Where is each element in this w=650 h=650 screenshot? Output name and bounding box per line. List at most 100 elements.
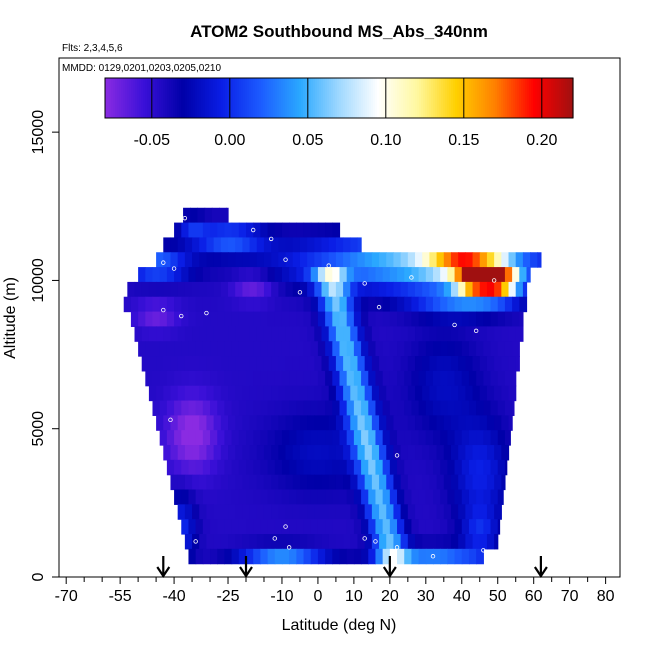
plot-frame [58, 57, 621, 578]
heatmap-cell [371, 252, 380, 268]
heatmap-cell [389, 296, 398, 313]
heatmap-cell [382, 296, 391, 313]
heatmap-cell [206, 252, 215, 268]
sample-point [161, 260, 166, 265]
heatmap-cell [321, 237, 330, 253]
heatmap-cell [465, 504, 474, 520]
heatmap-cell [260, 430, 269, 446]
heatmap-cell [307, 534, 315, 550]
heatmap-cell [299, 415, 308, 431]
heatmap-cell [274, 459, 283, 476]
colorbar-tick-label: -0.05 [134, 132, 171, 149]
heatmap-cell [299, 356, 308, 372]
colorbar-segment [249, 78, 252, 118]
colorbar-tick-label: 0.15 [448, 132, 479, 149]
heatmap-cell [281, 370, 290, 387]
colorbar-segment [369, 78, 372, 118]
heatmap-cell [411, 370, 420, 387]
heatmap-cell [220, 534, 229, 550]
heatmap-cell [195, 519, 204, 535]
sample-point [283, 257, 288, 262]
colorbar-segment [195, 78, 198, 118]
heatmap-cell [217, 430, 226, 446]
x-axis-label: Latitude (deg N) [282, 617, 397, 634]
heatmap-cell [404, 267, 413, 283]
colorbar-segment [535, 78, 538, 118]
heatmap-cell [422, 252, 430, 268]
colorbar-segment [335, 78, 338, 118]
heatmap-cell [184, 385, 193, 402]
heatmap-cell [195, 400, 204, 416]
heatmap-cell [497, 267, 506, 283]
heatmap-cell [177, 474, 186, 491]
heatmap-cell [292, 385, 301, 402]
heatmap-cell [314, 237, 323, 253]
heatmap-cell [353, 370, 362, 387]
heatmap-cell [260, 548, 269, 565]
heatmap-cell [145, 296, 154, 313]
heatmap-cell [512, 400, 515, 416]
heatmap-cell [256, 445, 265, 461]
heatmap-cell [325, 222, 333, 239]
heatmap-cell [263, 281, 272, 298]
heatmap-cell [170, 252, 179, 268]
colorbar-segment [285, 78, 288, 118]
heatmap-cell [263, 534, 272, 550]
heatmap-cell [483, 267, 492, 283]
heatmap-cell [494, 415, 502, 431]
heatmap-cell [210, 489, 218, 505]
heatmap-cell [166, 341, 175, 357]
heatmap-cell [256, 474, 265, 491]
colorbar-segment [221, 78, 224, 118]
heatmap-cell [278, 474, 287, 491]
heatmap-cell [317, 519, 326, 535]
heatmap-cell [163, 445, 172, 461]
heatmap-cell [515, 326, 524, 342]
heatmap-cell [468, 459, 477, 476]
heatmap-cell [130, 311, 139, 327]
heatmap-cell [170, 385, 179, 402]
heatmap-cell [238, 430, 247, 446]
heatmap-cell [224, 489, 233, 505]
heatmap-cell [393, 385, 402, 402]
heatmap-cell [274, 267, 283, 283]
heatmap-cell [407, 326, 416, 342]
heatmap-cell [468, 548, 477, 565]
heatmap-cell [433, 341, 441, 357]
heatmap-cell [415, 445, 423, 461]
colorbar-segment [433, 78, 436, 118]
heatmap-cell [465, 474, 474, 491]
heatmap-cell [468, 430, 477, 446]
heatmap-cell [429, 356, 438, 372]
heatmap-cell [263, 445, 272, 461]
heatmap-cell [159, 430, 168, 446]
heatmap-cell [235, 281, 243, 298]
colorbar-segment [353, 78, 356, 118]
heatmap-cell [400, 534, 409, 550]
colorbar-segment [183, 78, 186, 118]
heatmap-cell [310, 519, 319, 535]
heatmap-cell [285, 385, 294, 402]
heatmap-cell [267, 370, 276, 387]
heatmap-cell [195, 370, 204, 387]
heatmap-cell [440, 370, 448, 387]
heatmap-cell [436, 326, 445, 342]
heatmap-cell [468, 267, 477, 283]
heatmap-cell [472, 504, 481, 520]
heatmap-cell [415, 252, 423, 268]
colorbar-segment [163, 78, 166, 118]
heatmap-cell [278, 356, 287, 372]
colorbar-segment [537, 78, 540, 118]
heatmap-cell [375, 548, 384, 565]
heatmap-cell [512, 311, 520, 327]
heatmap-cell [335, 415, 344, 431]
colorbar-segment [165, 78, 168, 118]
heatmap-cell [476, 400, 484, 416]
heatmap-cell [368, 459, 377, 476]
heatmap-cell [174, 489, 182, 505]
colorbar-frame [104, 77, 574, 119]
heatmap-cell [242, 281, 251, 298]
heatmap-cell [490, 400, 499, 416]
colorbar-segment [489, 78, 492, 118]
heatmap-cell [335, 326, 344, 342]
